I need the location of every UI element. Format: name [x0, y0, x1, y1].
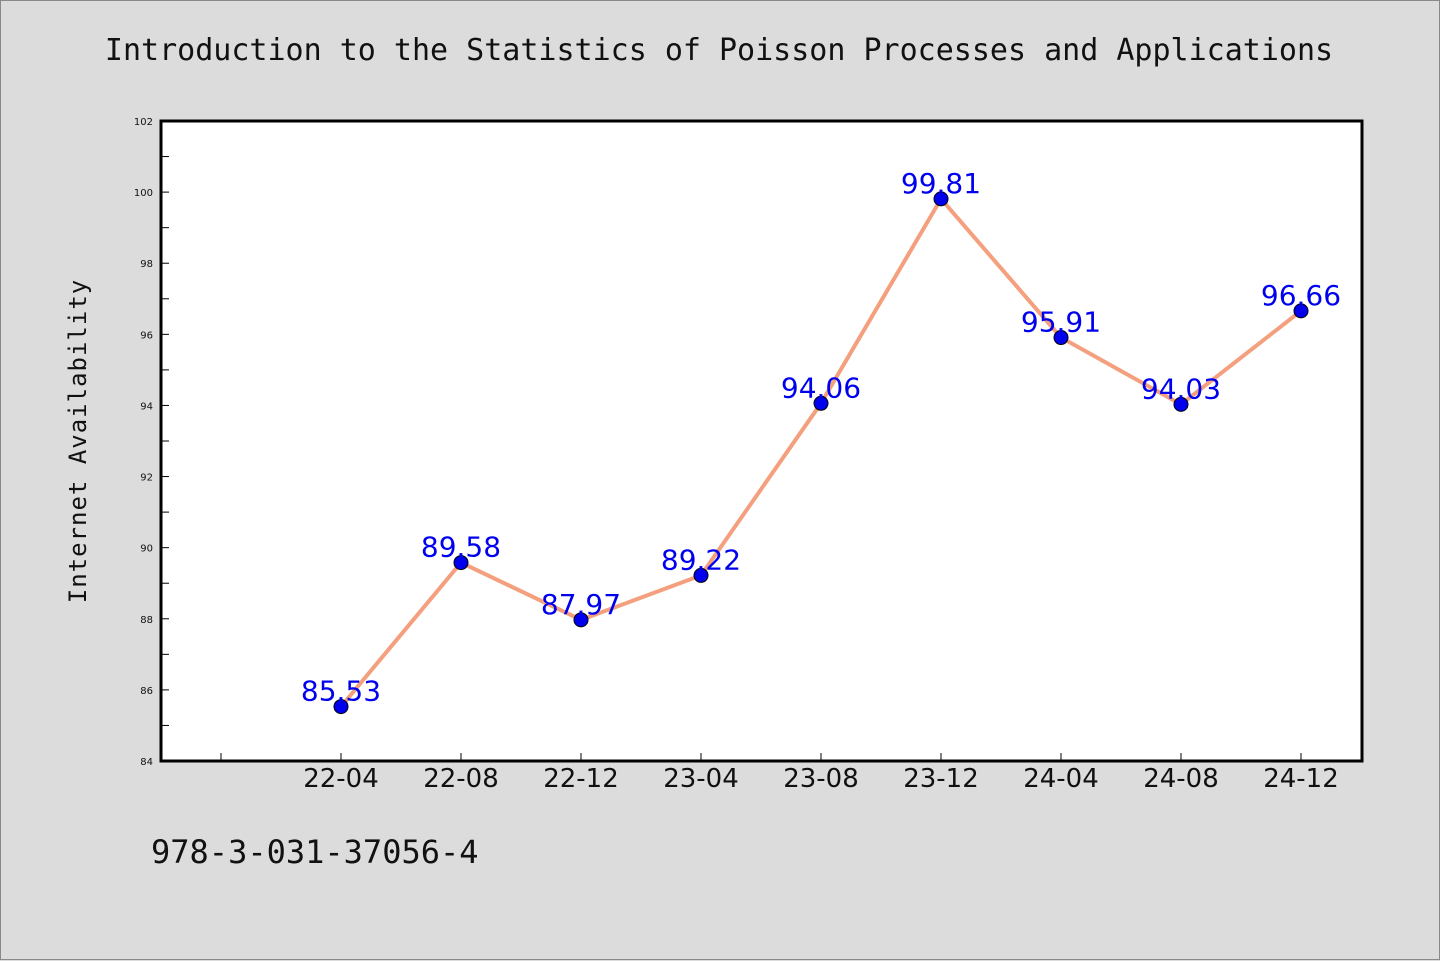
data-point: [693, 567, 709, 583]
x-tick-label: 22-12: [543, 764, 619, 794]
data-point: [813, 395, 829, 411]
y-axis-label: Internet Availability: [64, 279, 92, 603]
data-label: 99.81: [901, 167, 981, 200]
y-tick-label: 90: [140, 544, 153, 555]
plot-frame: [159, 119, 1364, 763]
data-label: 94.06: [781, 371, 861, 404]
data-label: 89.22: [661, 543, 741, 576]
data-point: [333, 699, 349, 715]
y-tick-label: 98: [140, 259, 153, 270]
x-tick-label: 22-04: [303, 764, 379, 794]
data-point: [453, 555, 469, 571]
y-tick-label: 88: [140, 615, 153, 626]
y-tick-label: 86: [140, 686, 153, 697]
y-tick-label: 96: [140, 330, 153, 341]
data-point: [1173, 396, 1189, 412]
x-tick-label: 24-04: [1023, 764, 1099, 794]
x-tick-label: 24-08: [1143, 764, 1219, 794]
x-tick-label: 23-08: [783, 764, 859, 794]
y-tick-label: 92: [140, 473, 153, 484]
isbn-label: 978-3-031-37056-4: [151, 833, 479, 871]
data-label: 89.58: [421, 531, 501, 564]
y-tick-label: 94: [140, 401, 153, 412]
data-label: 85.53: [301, 675, 381, 708]
data-label: 96.66: [1261, 279, 1341, 312]
data-point: [1053, 330, 1069, 346]
y-tick-label: 100: [134, 188, 153, 199]
data-label: 87.97: [541, 588, 621, 621]
y-tick-label: 84: [140, 757, 153, 768]
data-label: 94.03: [1141, 372, 1221, 405]
data-point: [573, 612, 589, 628]
x-tick-label: 24-12: [1263, 764, 1339, 794]
data-label: 95.91: [1021, 306, 1101, 339]
x-tick-label: 22-08: [423, 764, 499, 794]
x-tick-label: 23-04: [663, 764, 739, 794]
x-tick-label: 23-12: [903, 764, 979, 794]
chart-title: Introduction to the Statistics of Poisso…: [104, 33, 1334, 68]
y-tick-label: 102: [134, 117, 153, 128]
data-point: [933, 191, 949, 207]
data-point: [1293, 303, 1309, 319]
